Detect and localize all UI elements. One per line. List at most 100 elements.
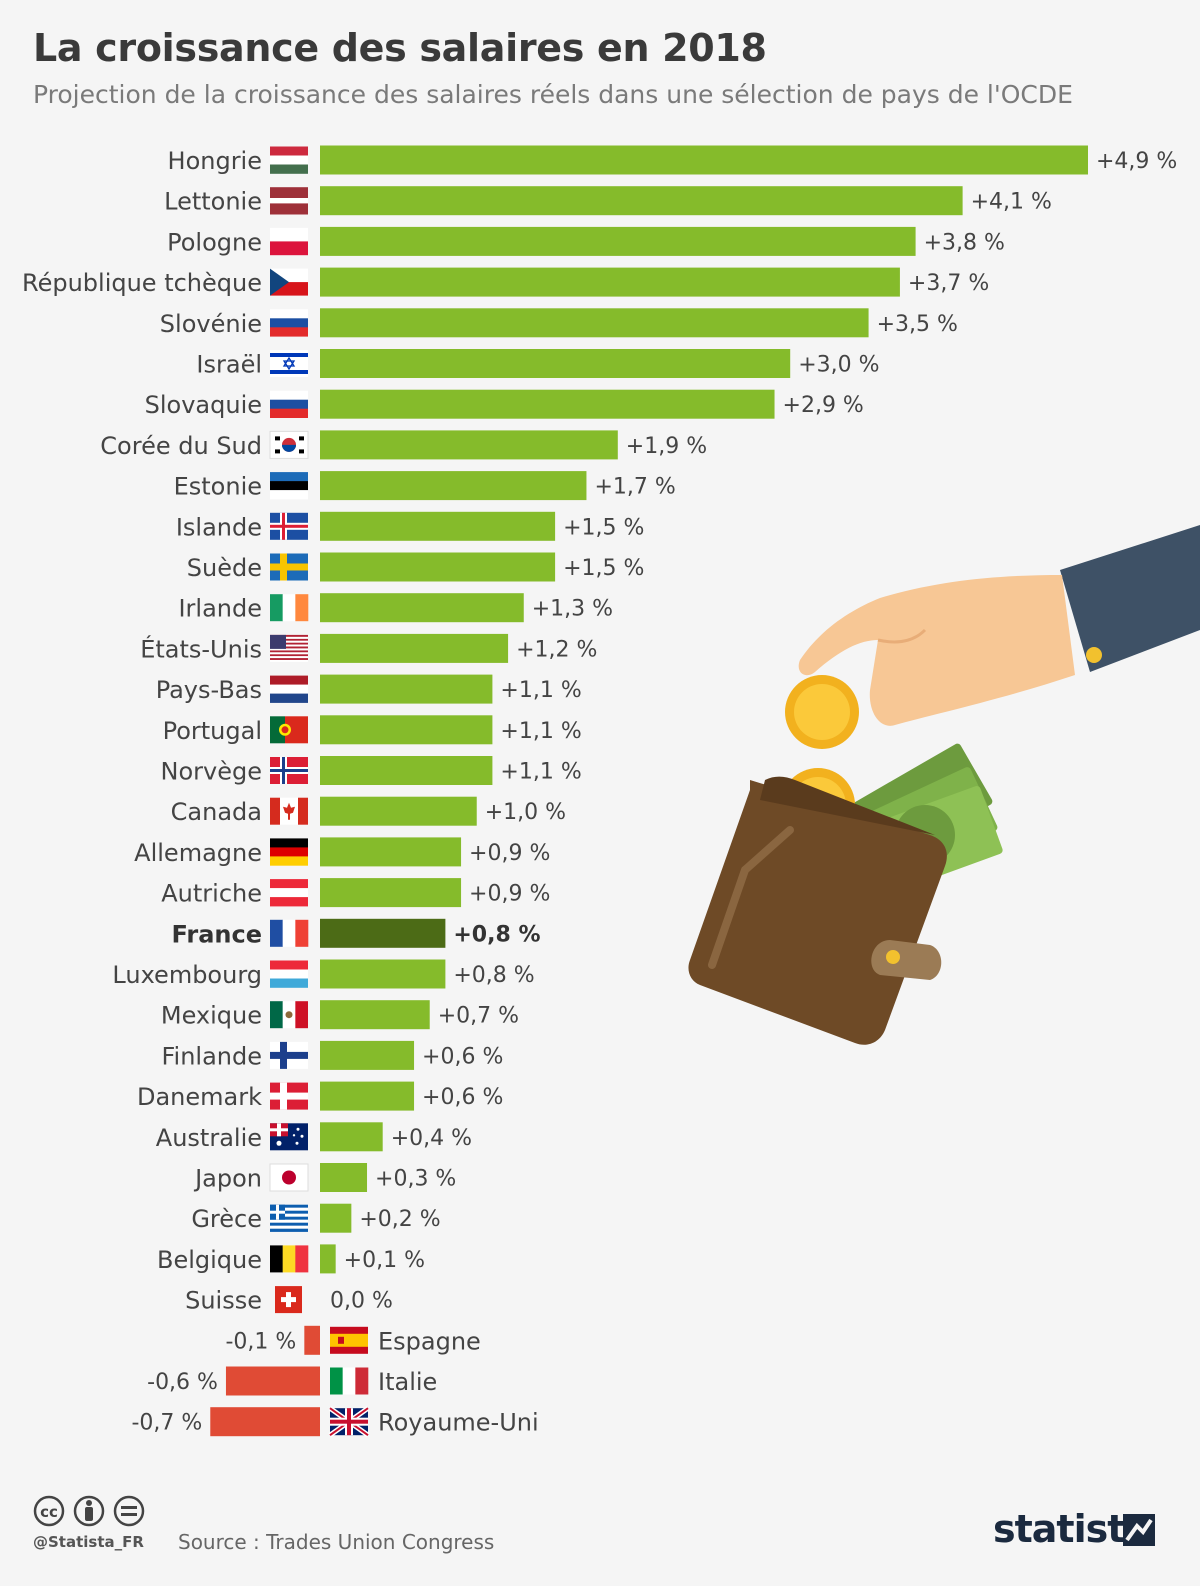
bar-row-finlande: Finlande +0,6 %	[161, 1040, 503, 1070]
value-label: +4,1 %	[971, 190, 1052, 215]
bar-islande	[320, 511, 556, 541]
bar-belgique	[320, 1244, 336, 1274]
flag-japon-icon	[269, 1163, 309, 1192]
category-label: Irlande	[178, 595, 262, 623]
category-label: Finlande	[161, 1042, 262, 1070]
bar-row-luxembourg: Luxembourg +0,8 %	[112, 959, 535, 989]
flag-etats-unis-icon	[270, 634, 308, 662]
flag-italie-icon	[330, 1367, 369, 1395]
bar-row-irlande: Irlande +1,3 %	[178, 593, 613, 623]
category-label: Norvège	[161, 758, 262, 786]
flag-suisse-icon	[275, 1286, 302, 1314]
flag-danemark-icon	[270, 1082, 308, 1110]
value-label: +0,3 %	[375, 1167, 456, 1192]
value-label: +0,9 %	[469, 841, 550, 866]
bar-allemagne	[320, 837, 462, 867]
category-label: États-Unis	[140, 634, 262, 663]
category-label: Danemark	[137, 1083, 262, 1111]
category-label: Allemagne	[134, 839, 262, 867]
bar-row-belgique: Belgique +0,1 %	[157, 1244, 425, 1274]
flag-coree-du-sud-icon	[269, 430, 309, 459]
category-label: Australie	[156, 1124, 262, 1152]
bar-mexique	[320, 1000, 430, 1030]
bar-row-pologne: Pologne +3,8 %	[167, 226, 1005, 256]
value-label: +1,7 %	[594, 475, 675, 500]
flag-belgique-icon	[270, 1245, 309, 1273]
statista-logo[interactable]: statista	[993, 1507, 1155, 1551]
flag-france-icon	[270, 919, 309, 947]
bar-row-islande: Islande +1,5 %	[176, 511, 644, 541]
bar-finlande	[320, 1040, 415, 1070]
category-label: Hongrie	[168, 147, 262, 175]
bar-row-coree-du-sud: Corée du Sud +1,9 %	[100, 430, 707, 460]
value-label: +1,0 %	[485, 800, 566, 825]
category-label: Pologne	[167, 228, 262, 256]
flag-espagne-icon	[330, 1326, 368, 1354]
bar-canada	[320, 796, 477, 826]
flag-finlande-icon	[270, 1041, 308, 1069]
value-label: +0,6 %	[422, 1085, 503, 1110]
flag-luxembourg-icon	[270, 960, 308, 988]
category-label: Pays-Bas	[156, 676, 262, 704]
bar-row-italie: Italie -0,6 %	[147, 1366, 437, 1396]
value-label: +1,5 %	[563, 556, 644, 581]
flag-islande-icon	[270, 512, 308, 540]
bar-danemark	[320, 1081, 415, 1111]
bar-row-republique-tcheque: République tchèque +3,7 %	[22, 267, 989, 297]
flag-slovaquie-icon	[270, 390, 308, 418]
hand-icon	[798, 575, 1075, 726]
category-label: Grèce	[191, 1205, 262, 1233]
flag-canada-icon	[270, 797, 308, 825]
bar-row-slovenie: Slovénie +3,5 %	[160, 308, 958, 338]
bar-row-norvege: Norvège +1,1 %	[161, 756, 582, 786]
bar-espagne	[304, 1325, 320, 1355]
value-label: +0,7 %	[438, 1004, 519, 1029]
value-label: +0,1 %	[344, 1248, 425, 1273]
statista-mark-icon	[1123, 1514, 1155, 1546]
value-label: +3,0 %	[798, 353, 879, 378]
flag-portugal-icon	[270, 716, 308, 744]
bar-row-lettonie: Lettonie +4,1 %	[164, 186, 1052, 216]
category-label: Mexique	[161, 1002, 262, 1030]
bar-suede	[320, 552, 556, 582]
chart-subtitle: Projection de la croissance des salaires…	[33, 80, 1073, 109]
creative-commons-icons: cc	[33, 1495, 145, 1527]
bar-row-israel: Israël +3,0 %	[196, 349, 880, 379]
bar-row-portugal: Portugal +1,1 %	[163, 715, 582, 745]
category-label: Royaume-Uni	[378, 1409, 539, 1437]
value-label: 0,0 %	[330, 1289, 393, 1314]
bar-irlande	[320, 593, 524, 623]
bar-france	[320, 918, 446, 948]
bar-row-slovaquie: Slovaquie +2,9 %	[145, 389, 864, 419]
bar-row-danemark: Danemark +0,6 %	[137, 1081, 503, 1111]
value-label: +1,1 %	[500, 719, 581, 744]
bar-lettonie	[320, 186, 963, 216]
bar-row-australie: Australie +0,4 %	[156, 1122, 472, 1152]
category-label: République tchèque	[22, 269, 262, 297]
category-label: Luxembourg	[112, 961, 262, 989]
bar-hongrie	[320, 145, 1088, 175]
bar-row-hongrie: Hongrie +4,9 %	[168, 145, 1177, 175]
value-label: +0,2 %	[359, 1207, 440, 1232]
value-label: +1,1 %	[500, 760, 581, 785]
value-label: +0,6 %	[422, 1044, 503, 1069]
flag-lettonie-icon	[270, 187, 308, 215]
bar-row-pays-bas: Pays-Bas +1,1 %	[156, 674, 582, 704]
flag-estonie-icon	[270, 472, 308, 500]
bar-grece	[320, 1203, 352, 1233]
value-label: +0,4 %	[391, 1126, 472, 1151]
flag-royaume-uni-icon	[328, 1406, 370, 1438]
bar-etats-unis	[320, 633, 509, 663]
category-label: Slovénie	[160, 310, 262, 338]
category-label: Israël	[196, 351, 262, 379]
bar-japon	[320, 1163, 368, 1192]
bar-autriche	[320, 878, 462, 908]
value-label: +3,5 %	[877, 312, 958, 337]
flag-autriche-icon	[270, 879, 308, 907]
bar-row-allemagne: Allemagne +0,9 %	[134, 837, 550, 867]
flag-suede-icon	[270, 553, 308, 581]
bar-slovenie	[320, 308, 869, 338]
category-label: Portugal	[163, 717, 262, 745]
value-label: -0,7 %	[131, 1411, 202, 1436]
flag-israel-icon	[270, 350, 308, 377]
